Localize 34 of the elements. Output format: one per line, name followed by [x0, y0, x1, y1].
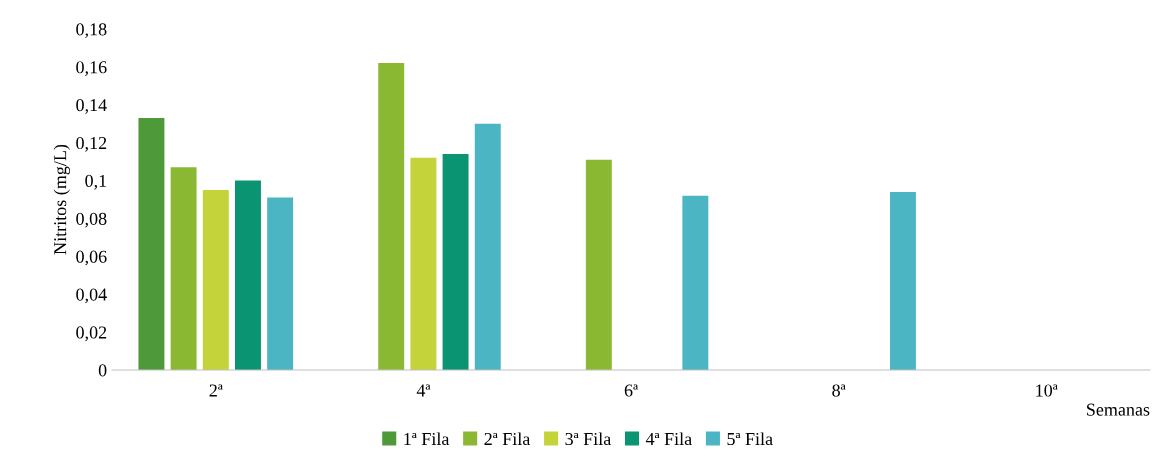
bar [202, 190, 229, 370]
x-tick-label: 2ª [209, 384, 223, 397]
bar [235, 180, 261, 370]
x-tick-label: 4ª [416, 384, 431, 397]
bar [889, 191, 916, 370]
y-tick-label: 0,12 [76, 136, 107, 152]
bar [410, 157, 437, 370]
legend-label: 1ª Fila [404, 432, 450, 446]
x-tick-label: 6ª [624, 384, 638, 397]
y-tick-label: 0,06 [76, 250, 107, 266]
y-tick-label: 0,08 [76, 212, 107, 228]
legend-label: 2ª Fila [484, 432, 531, 446]
y-tick-label: 0,16 [76, 61, 107, 76]
x-axis-title: Semanas [1087, 403, 1150, 416]
x-tick-label: 8ª [832, 384, 846, 397]
y-tick-label: 0,1 [85, 174, 107, 190]
bar [138, 118, 165, 370]
bar [682, 195, 709, 370]
y-tick-label: 0 [98, 364, 107, 377]
legend-label: 4ª Fila [645, 432, 692, 446]
legend-label: 3ª Fila [565, 432, 611, 446]
x-tick-label: 10ª [1036, 384, 1058, 397]
y-tick-label: 0,14 [76, 99, 107, 114]
y-tick-label: 0,02 [76, 326, 107, 342]
bar [442, 154, 469, 370]
y-axis-title: Nitritos (mg/L) [53, 144, 70, 255]
y-tick-label: 0,04 [76, 288, 107, 304]
y-tick-label: 0,18 [76, 23, 107, 39]
bar [585, 159, 612, 370]
bar [474, 123, 501, 370]
bar [378, 63, 405, 370]
legend-label: 5ª Fila [727, 432, 773, 446]
bar [267, 197, 294, 370]
bar [170, 167, 197, 370]
